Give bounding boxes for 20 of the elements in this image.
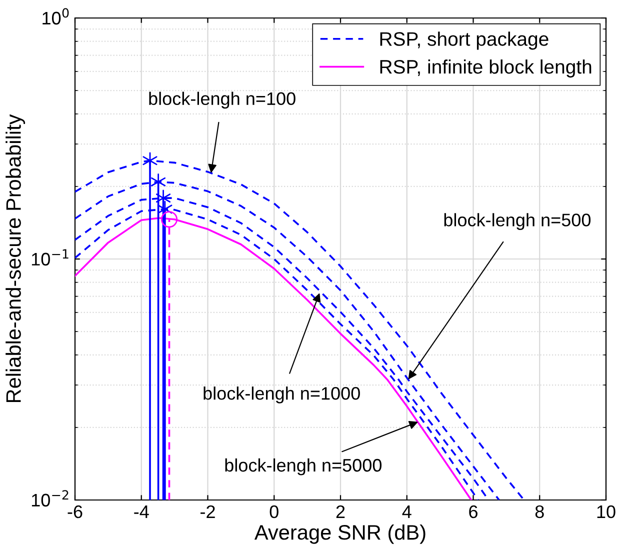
y-axis-title: Reliable-and-secure Probability xyxy=(6,114,26,402)
x-tick-label: 0 xyxy=(270,505,278,518)
legend-label: RSP, infinite block length xyxy=(380,59,592,78)
annotation: block-lengh n=100 xyxy=(149,92,296,109)
x-tick-label: -2 xyxy=(200,505,215,518)
y-tick-label: 10$^{0}$ xyxy=(42,8,69,25)
x-tick-label: 2 xyxy=(336,505,345,518)
y-tick-label: 10$^{−1}$ xyxy=(32,249,68,266)
x-axis-title: Average SNR (dB) xyxy=(254,524,426,544)
x-tick-label: 10 xyxy=(597,505,616,518)
annotation: block-lengh n=5000 xyxy=(225,458,382,476)
legend-label: RSP, short package xyxy=(380,32,548,50)
x-tick-label: 4 xyxy=(402,506,412,518)
x-tick-label: 8 xyxy=(535,505,544,518)
x-tick-label: -4 xyxy=(134,506,149,518)
x-tick-label: 6 xyxy=(469,505,478,518)
x-tick-label: -6 xyxy=(68,505,82,518)
annotation: block-lengh n=1000 xyxy=(204,386,360,404)
y-tick-label: 10$^{−2}$ xyxy=(32,490,68,507)
annotation: block-lengh n=500 xyxy=(444,213,591,230)
